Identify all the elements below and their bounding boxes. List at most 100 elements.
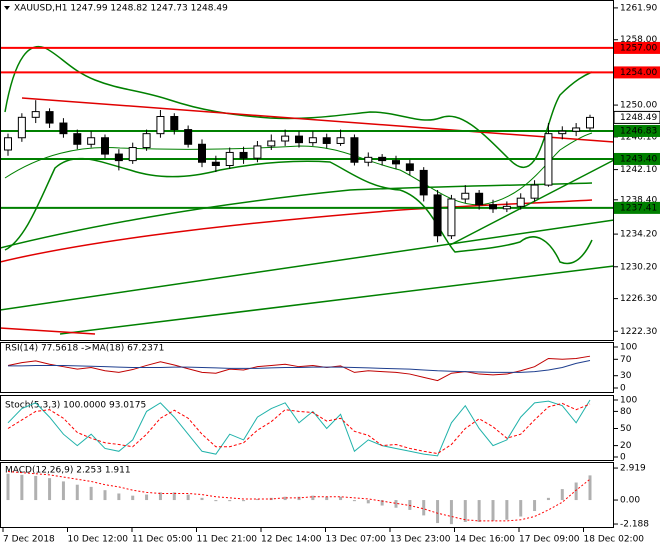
indicator-line <box>7 355 591 382</box>
candle-body <box>114 153 123 162</box>
candle-body <box>211 161 220 167</box>
candle-body <box>516 197 525 207</box>
candle-body <box>364 156 373 163</box>
macd-bar <box>394 500 398 508</box>
y-tick-label: 0 <box>620 453 626 463</box>
last-price-label: 1248.49 <box>620 113 657 123</box>
x-tick-label: 14 Dec 16:00 <box>455 535 516 545</box>
candle-body <box>295 135 303 144</box>
macd-bar <box>61 481 65 501</box>
macd-bar <box>186 494 190 501</box>
macd-bar <box>75 484 79 501</box>
panel-frames <box>0 0 614 528</box>
y-tick-label: 2.919 <box>620 464 646 474</box>
y-tick-label: 1242.10 <box>620 165 657 175</box>
y-tick-label: 20 <box>620 441 632 451</box>
level-label-box <box>614 41 660 54</box>
candle-body <box>433 194 442 237</box>
macd-bar <box>200 497 204 501</box>
macd-bar <box>436 500 440 524</box>
macd-bar <box>228 500 232 502</box>
candle-body <box>419 169 428 196</box>
candle-body <box>530 184 539 199</box>
y-tick-label: 1234.20 <box>620 230 657 240</box>
bollinger-upper <box>4 46 593 169</box>
macd-bar <box>89 486 93 501</box>
candle-body <box>405 163 414 171</box>
x-tick-label: 13 Dec 07:00 <box>326 535 387 545</box>
y-tick-label: 1226.30 <box>620 294 657 304</box>
candle-body <box>87 137 96 145</box>
y-tick-label: -2.188 <box>620 520 649 530</box>
level-label-box <box>614 152 660 165</box>
macd-bar <box>145 494 149 501</box>
candle-body <box>156 116 165 135</box>
main-frame <box>0 0 614 341</box>
y-tick-label: 1230.20 <box>620 262 657 272</box>
macd-bar <box>242 500 246 502</box>
y-tick-label: 0 <box>620 384 626 394</box>
panel-title: XAUUSD,H1 1247.99 1248.82 1247.73 1248.4… <box>14 4 228 14</box>
macd-bar <box>297 496 301 501</box>
macd-bar <box>214 500 218 502</box>
x-tick-label: 18 Dec 02:00 <box>584 535 645 545</box>
candle-body <box>59 122 68 135</box>
macd-bar <box>477 500 481 522</box>
macd-bar <box>352 500 356 502</box>
macd-bar <box>20 474 24 501</box>
panel-title: RSI(14) 77.5618 ->MA(18) 67.2371 <box>5 344 164 354</box>
panel-title: Stoch(5,3,3) 100.0000 93.0175 <box>5 401 146 411</box>
y-tick-label: 1222.30 <box>620 327 657 337</box>
indicator-line <box>7 399 591 457</box>
candle-body <box>447 198 456 237</box>
y-tick-label: 1250.00 <box>620 101 657 111</box>
candle-body <box>73 133 82 145</box>
candle-body <box>142 133 151 149</box>
trend-line <box>449 159 615 246</box>
level-label: 1243.40 <box>620 154 657 164</box>
candle-body <box>225 151 234 167</box>
y-tick-label: 0.00 <box>620 496 640 506</box>
candle-body <box>572 127 581 132</box>
macd-bar <box>255 498 259 501</box>
candle-body <box>502 205 511 210</box>
trend-line <box>21 97 615 143</box>
y-tick-label: 1258.00 <box>620 35 657 45</box>
x-tick-label: 17 Dec 09:00 <box>519 535 580 545</box>
candle-body <box>45 111 54 124</box>
y-tick-label: 30 <box>620 371 632 381</box>
candle-body <box>128 147 137 162</box>
level-label: 1254.00 <box>620 68 657 78</box>
candle-body <box>281 135 290 142</box>
moving-average-red <box>0 199 593 263</box>
macd-bar <box>408 500 412 510</box>
candle-body <box>392 160 400 165</box>
marks: XAUUSD,H1 1247.99 1248.82 1247.73 1248.4… <box>0 3 660 545</box>
y-tick-label: 1246.10 <box>620 132 657 142</box>
candle-body <box>586 116 594 129</box>
macd-bar <box>34 475 38 501</box>
x-tick-label: 12 Dec 14:00 <box>261 535 322 545</box>
rsi-frame <box>0 342 614 393</box>
candle-body <box>322 137 331 144</box>
macd-bar <box>546 497 550 501</box>
macd-frame <box>0 462 614 528</box>
x-tick-label: 11 Dec 05:00 <box>132 535 193 545</box>
macd-bar <box>117 493 121 501</box>
candle-body <box>461 192 470 200</box>
indicator-line <box>7 402 591 455</box>
macd-bar <box>283 496 287 501</box>
macd-bar <box>172 492 176 501</box>
candle-body <box>101 137 109 155</box>
trend-line <box>59 265 615 335</box>
candle-body <box>336 137 345 144</box>
macd-signal <box>7 471 591 522</box>
candle-body <box>308 137 317 144</box>
level-label-box <box>614 66 660 79</box>
macd-bar <box>449 500 453 525</box>
trend-line <box>0 219 615 311</box>
candle-body <box>31 111 40 118</box>
x-tick-label: 10 Dec 12:00 <box>68 535 129 545</box>
level-label-box <box>614 124 660 137</box>
